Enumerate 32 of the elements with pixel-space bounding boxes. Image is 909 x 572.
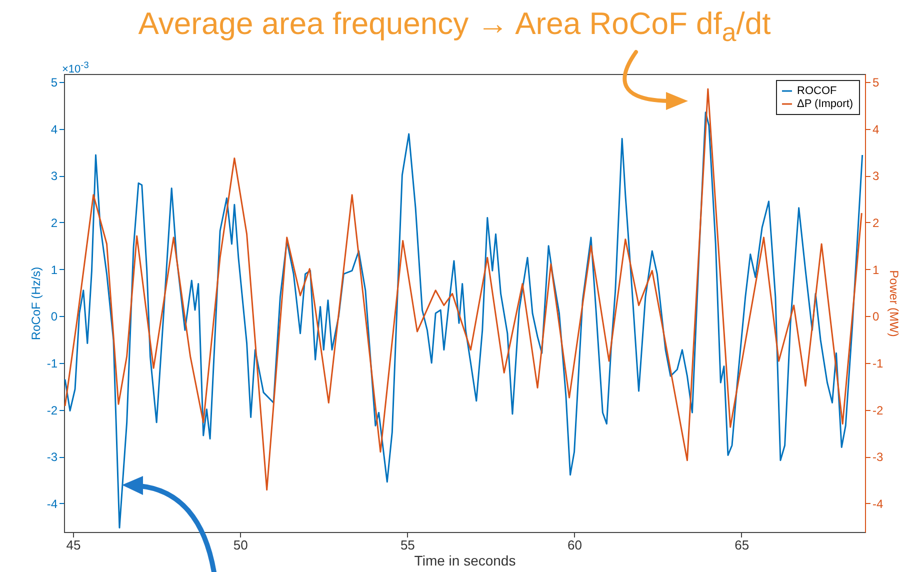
x-tick-label: 65 [734,538,750,552]
y-tick-label: -1 [46,356,58,370]
y-tick-label: 0 [50,310,58,324]
y-tick-label: 4 [50,122,58,136]
annotation: ×10$^{-3}$ [62,60,89,76]
x-tick-label: 45 [66,538,81,552]
legend-label: ROCOF [797,85,837,97]
y2-tick-label: -4 [872,496,884,511]
y-tick-label: -4 [46,496,58,511]
y2-tick-label: 5 [872,75,880,90]
y-tick-label: 1 [50,262,58,277]
y-tick-label: 3 [50,169,58,184]
y2-tick-label: 4 [872,122,880,136]
legend-label: ΔP (Import) [797,98,854,110]
x-tick-label: 60 [568,538,582,552]
y-tick-label: 5 [50,75,58,90]
y-tick-label: -2 [46,403,58,418]
x-tick-label: 55 [400,538,415,552]
y2-tick-label: 3 [872,169,880,184]
y-axis-title: RoCoF (Hz/s) [28,266,43,340]
x-tick-label: 50 [233,538,248,552]
y2-tick-label: -2 [872,403,884,418]
y2-axis-title: Power (MW) [887,270,902,337]
y2-tick-label: 2 [872,216,880,230]
y-tick-label: 2 [50,216,58,230]
chart-title: Average area frequency → Area RoCoF df$_{a}$/dt [137,6,772,48]
x-axis-title: Time in seconds [414,552,516,568]
y-tick-label: -3 [46,450,58,464]
y2-tick-label: 1 [872,262,880,277]
y2-tick-label: 0 [872,310,880,324]
y2-tick-label: -1 [872,356,884,370]
y2-tick-label: -3 [872,450,884,464]
